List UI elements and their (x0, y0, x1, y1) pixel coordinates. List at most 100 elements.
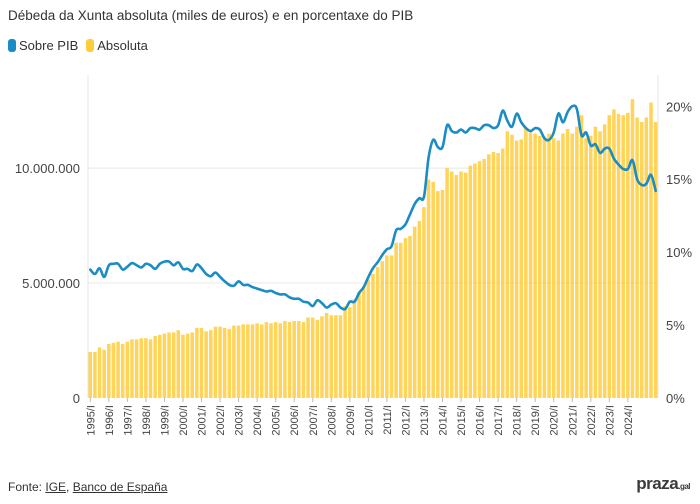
bar (278, 323, 283, 398)
bar (366, 279, 371, 398)
source-prefix: Fonte: (8, 480, 46, 494)
x-tick-label: 2021/I (567, 405, 579, 436)
x-tick-label: 2009/I (345, 405, 357, 436)
bar (454, 174, 459, 398)
bar (403, 238, 408, 398)
bar (102, 349, 106, 398)
x-tick-label: 1997/I (122, 405, 134, 436)
x-tick-label: 1996/I (104, 405, 116, 436)
bar (547, 133, 551, 399)
bar (500, 148, 505, 398)
x-tick-label: 2018/I (512, 405, 524, 436)
bar (621, 115, 625, 398)
x-tick-label: 2013/I (419, 405, 431, 436)
bar (579, 115, 584, 398)
bar (426, 179, 431, 398)
bar (616, 114, 621, 398)
logo-suffix: .gal (678, 482, 690, 491)
left-tick-label: 5.000.000 (22, 276, 80, 291)
bar (139, 338, 144, 398)
bar (158, 334, 162, 398)
bar (297, 320, 301, 398)
x-tick-label: 2024/I (623, 405, 635, 436)
x-tick-label: 2004/I (252, 405, 264, 436)
bar (334, 315, 338, 398)
bar (653, 122, 658, 398)
bar (227, 329, 232, 398)
praza-logo[interactable]: praza.gal (636, 474, 690, 494)
bar (283, 320, 287, 398)
left-tick-label: 10.000.000 (15, 161, 80, 176)
bar (120, 343, 125, 398)
bar (97, 347, 102, 398)
bar (171, 332, 176, 398)
bar (542, 137, 547, 398)
bar (626, 112, 630, 399)
source-footer: Fonte: IGE, Banco de España (8, 480, 168, 494)
bar (241, 324, 245, 398)
bar (371, 273, 375, 398)
bar (440, 189, 445, 398)
bar (422, 207, 426, 398)
bar (130, 339, 134, 398)
x-tick-label: 2017/I (493, 405, 505, 436)
bar (88, 352, 93, 398)
bar (269, 323, 273, 398)
x-tick-label: 2020/I (549, 405, 561, 436)
x-tick-label: 1998/I (141, 405, 153, 436)
bar (250, 324, 255, 398)
bar (357, 292, 361, 398)
chart: 0 5.000.000 10.000.000 0% 5% 10% 15% 20% 1995/I 1… (15, 75, 692, 436)
bar (505, 131, 510, 398)
bar (496, 153, 500, 398)
bar (195, 327, 199, 398)
x-tick-label: 1999/I (159, 405, 171, 436)
bar (649, 102, 653, 398)
bar (236, 325, 241, 398)
legend-swatch-yellow (86, 39, 95, 52)
bar (148, 339, 153, 398)
bar (431, 181, 435, 398)
bar (477, 161, 482, 398)
x-tick-label: 2010/I (363, 405, 375, 436)
bar (436, 191, 440, 398)
bar (644, 117, 649, 398)
bar (449, 171, 454, 398)
legend-item-absoluta[interactable]: Absoluta (86, 38, 148, 53)
bar (491, 151, 496, 398)
x-tick-label: 2023/I (604, 405, 616, 436)
bar (533, 133, 537, 399)
legend: Sobre PIB Absoluta (8, 38, 148, 53)
bar (408, 235, 412, 398)
bar (445, 168, 449, 398)
bar (218, 326, 222, 398)
left-tick-label: 0 (73, 391, 80, 406)
x-tick-label: 2003/I (234, 405, 246, 436)
bar (208, 330, 213, 398)
legend-item-sobre-pib[interactable]: Sobre PIB (8, 38, 78, 53)
source-link-ige[interactable]: IGE (45, 480, 67, 494)
bar (343, 306, 347, 398)
x-tick-label: 2008/I (326, 405, 338, 436)
x-tick-label: 2015/I (456, 405, 468, 436)
bar (329, 315, 334, 398)
bar (482, 158, 486, 398)
x-tick-label: 2011/I (382, 405, 394, 435)
right-tick-label: 0% (666, 391, 685, 406)
bar (630, 99, 635, 399)
bar (593, 126, 598, 398)
bar (417, 220, 422, 398)
chart-title: Débeda da Xunta absoluta (miles de euros… (8, 8, 414, 23)
right-tick-label: 15% (666, 172, 692, 187)
bar (167, 332, 171, 398)
bar (301, 322, 306, 398)
bar (602, 124, 607, 398)
bar (264, 322, 269, 398)
bar (181, 334, 185, 398)
bar (612, 109, 616, 398)
bar (598, 131, 602, 398)
bar (111, 342, 116, 398)
x-tick-label: 2002/I (215, 405, 227, 436)
bar (375, 266, 380, 398)
source-link-banco-de-espana[interactable]: Banco de España (72, 480, 168, 494)
